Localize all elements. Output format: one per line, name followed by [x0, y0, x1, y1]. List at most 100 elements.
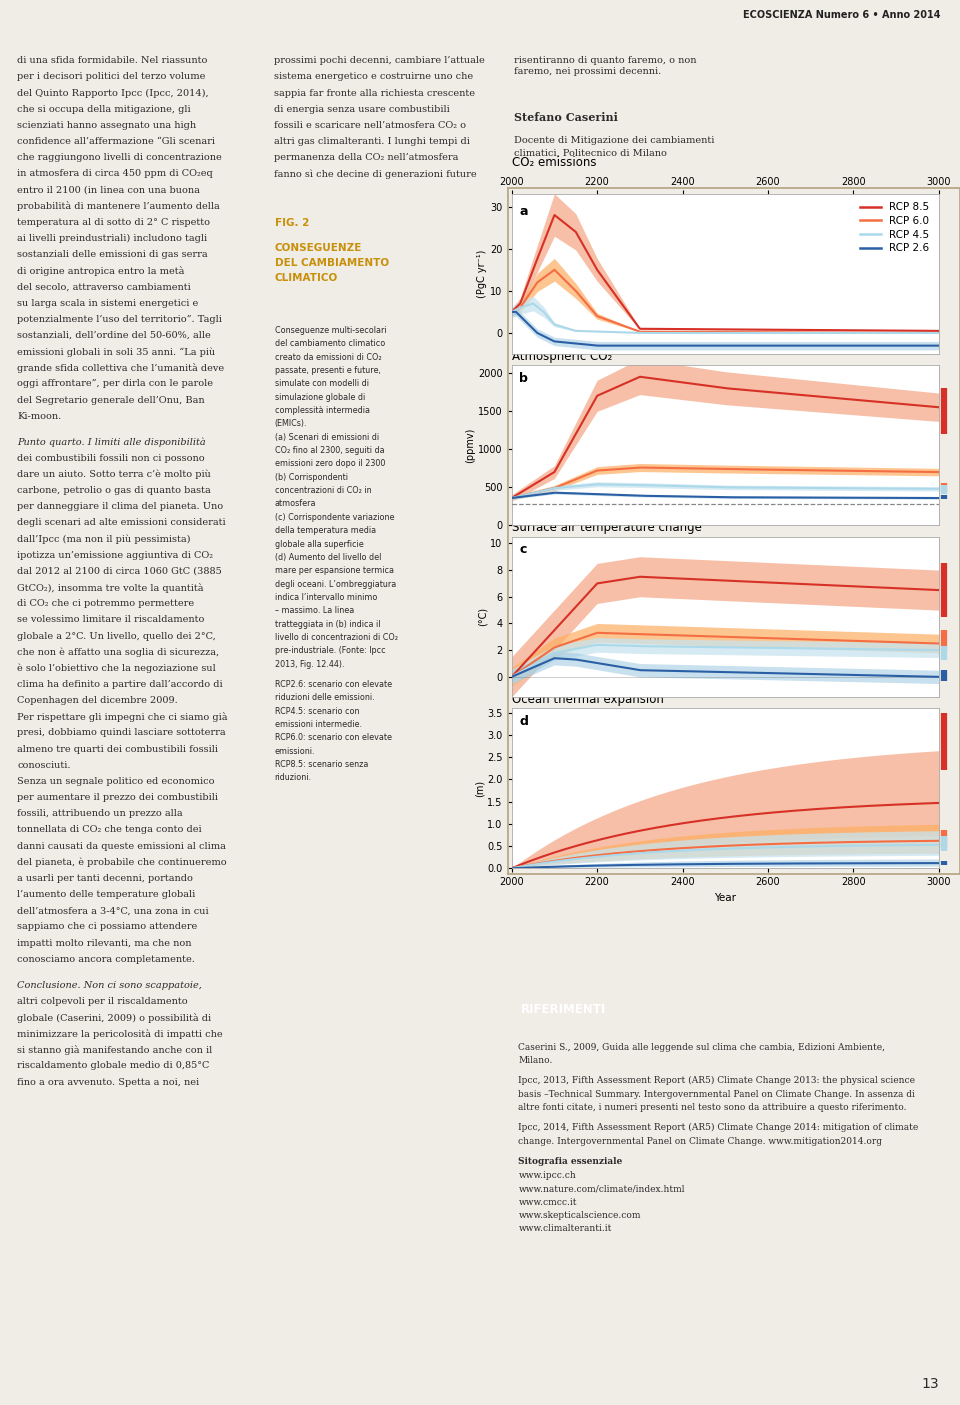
Text: RCP8.5: scenario senza: RCP8.5: scenario senza [275, 760, 368, 769]
Text: b: b [519, 372, 528, 385]
Text: di origine antropica entro la metà: di origine antropica entro la metà [17, 266, 184, 277]
Text: che non è affatto una soglia di sicurezza,: che non è affatto una soglia di sicurezz… [17, 648, 220, 658]
Text: probabilità di mantenere l’aumento della: probabilità di mantenere l’aumento della [17, 201, 220, 212]
Text: Ocean thermal expansion: Ocean thermal expansion [512, 693, 663, 705]
Text: per i decisori politici del terzo volume: per i decisori politici del terzo volume [17, 72, 205, 81]
Text: sistema energetico e costruirne uno che: sistema energetico e costruirne uno che [274, 72, 472, 81]
Text: riduzioni delle emissioni.: riduzioni delle emissioni. [275, 693, 374, 702]
Text: fossili e scaricare nell’atmosfera CO₂ o: fossili e scaricare nell’atmosfera CO₂ o [274, 121, 466, 129]
Text: scienziati hanno assegnato una high: scienziati hanno assegnato una high [17, 121, 197, 129]
Text: Copenhagen del dicembre 2009.: Copenhagen del dicembre 2009. [17, 695, 178, 705]
Text: www.ipcc.ch: www.ipcc.ch [518, 1172, 576, 1180]
Text: del Segretario generale dell’Onu, Ban: del Segretario generale dell’Onu, Ban [17, 395, 204, 405]
Text: simulate con modelli di: simulate con modelli di [275, 379, 369, 388]
Text: tonnellata di CO₂ che tenga conto dei: tonnellata di CO₂ che tenga conto dei [17, 825, 202, 835]
Text: dall’Ipcc (ma non il più pessimista): dall’Ipcc (ma non il più pessimista) [17, 534, 191, 544]
Text: prossimi pochi decenni, cambiare l’attuale: prossimi pochi decenni, cambiare l’attua… [274, 56, 485, 65]
Text: mare per espansione termica: mare per espansione termica [275, 566, 394, 575]
Y-axis label: (m): (m) [474, 780, 485, 797]
Text: 2013, Fig. 12.44).: 2013, Fig. 12.44). [275, 659, 344, 669]
Text: Ki-moon.: Ki-moon. [17, 412, 61, 420]
Text: permanenza della CO₂ nell’atmosfera: permanenza della CO₂ nell’atmosfera [274, 153, 458, 162]
Text: Milano.: Milano. [518, 1057, 553, 1065]
Text: si stanno già manifestando anche con il: si stanno già manifestando anche con il [17, 1045, 212, 1055]
Text: danni causati da queste emissioni al clima: danni causati da queste emissioni al cli… [17, 842, 227, 850]
Text: atmosfera: atmosfera [275, 499, 316, 509]
Text: su larga scala in sistemi energetici e: su larga scala in sistemi energetici e [17, 298, 199, 308]
Text: creato da emissioni di CO₂: creato da emissioni di CO₂ [275, 353, 381, 361]
Text: in atmosfera di circa 450 ppm di CO₂eq: in atmosfera di circa 450 ppm di CO₂eq [17, 169, 213, 178]
Text: www.nature.com/climate/index.html: www.nature.com/climate/index.html [518, 1184, 684, 1193]
Text: CO₂ fino al 2300, seguiti da: CO₂ fino al 2300, seguiti da [275, 445, 384, 455]
Text: passate, presenti e future,: passate, presenti e future, [275, 365, 380, 375]
Text: che raggiungono livelli di concentrazione: che raggiungono livelli di concentrazion… [17, 153, 222, 162]
Text: clima ha definito a partire dall’accordo di: clima ha definito a partire dall’accordo… [17, 680, 223, 688]
Text: Atmospheric CO₂: Atmospheric CO₂ [512, 350, 612, 362]
Text: complessità intermedia: complessità intermedia [275, 406, 370, 414]
Text: l’aumento delle temperature globali: l’aumento delle temperature globali [17, 889, 196, 899]
Text: fossili, attribuendo un prezzo alla: fossili, attribuendo un prezzo alla [17, 809, 183, 818]
Text: confidence all’affermazione “Gli scenari: confidence all’affermazione “Gli scenari [17, 136, 215, 146]
Text: sostanziali delle emissioni di gas serra: sostanziali delle emissioni di gas serra [17, 250, 208, 259]
Text: www.climalteranti.it: www.climalteranti.it [518, 1225, 612, 1234]
Text: conosciamo ancora completamente.: conosciamo ancora completamente. [17, 954, 195, 964]
Text: Punto quarto. I limiti alle disponibilità: Punto quarto. I limiti alle disponibilit… [17, 437, 206, 447]
Text: carbone, petrolio o gas di quanto basta: carbone, petrolio o gas di quanto basta [17, 486, 211, 495]
Text: almeno tre quarti dei combustibili fossili: almeno tre quarti dei combustibili fossi… [17, 745, 218, 753]
Text: è solo l’obiettivo che la negoziazione sul: è solo l’obiettivo che la negoziazione s… [17, 663, 216, 673]
Text: riduzioni.: riduzioni. [275, 773, 312, 783]
Text: del secolo, attraverso cambiamenti: del secolo, attraverso cambiamenti [17, 282, 191, 291]
Text: a: a [519, 205, 528, 218]
Text: grande sfida collettiva che l’umanità deve: grande sfida collettiva che l’umanità de… [17, 362, 225, 374]
Text: (c) Corrispondente variazione: (c) Corrispondente variazione [275, 513, 394, 521]
Text: sappiamo che ci possiamo attendere: sappiamo che ci possiamo attendere [17, 922, 198, 932]
Text: Ipcc, 2014, Fifth Assessment Report (AR5) Climate Change 2014: mitigation of cli: Ipcc, 2014, Fifth Assessment Report (AR5… [518, 1124, 919, 1132]
Text: globale (Caserini, 2009) o possibilità di: globale (Caserini, 2009) o possibilità d… [17, 1013, 211, 1023]
Text: globale alla superficie: globale alla superficie [275, 540, 363, 548]
Text: Conclusione. Non ci sono scappatoie,: Conclusione. Non ci sono scappatoie, [17, 981, 203, 989]
Text: ECOSCIENZA Numero 6 • Anno 2014: ECOSCIENZA Numero 6 • Anno 2014 [743, 10, 941, 20]
Text: riscaldamento globale medio di 0,85°C: riscaldamento globale medio di 0,85°C [17, 1061, 209, 1071]
Text: (EMICs).: (EMICs). [275, 419, 307, 429]
Text: per danneggiare il clima del pianeta. Uno: per danneggiare il clima del pianeta. Un… [17, 502, 224, 511]
Text: concentrazioni di CO₂ in: concentrazioni di CO₂ in [275, 486, 372, 495]
Text: (d) Aumento del livello del: (d) Aumento del livello del [275, 552, 381, 562]
Text: tratteggiata in (b) indica il: tratteggiata in (b) indica il [275, 620, 380, 628]
Text: change. Intergovernmental Panel on Climate Change. www.mitigation2014.org: change. Intergovernmental Panel on Clima… [518, 1137, 882, 1145]
Text: (b) Corrispondenti: (b) Corrispondenti [275, 472, 348, 482]
Text: di una sfida formidabile. Nel riassunto: di una sfida formidabile. Nel riassunto [17, 56, 207, 65]
Text: Ipcc, 2013, Fifth Assessment Report (AR5) Climate Change 2013: the physical scie: Ipcc, 2013, Fifth Assessment Report (AR5… [518, 1076, 916, 1085]
Text: emissioni intermedie.: emissioni intermedie. [275, 719, 362, 729]
Text: indica l’intervallo minimo: indica l’intervallo minimo [275, 593, 377, 601]
Text: FIG. 2: FIG. 2 [275, 218, 309, 228]
Text: d: d [519, 715, 528, 728]
Text: potenzialmente l’uso del territorio”. Tagli: potenzialmente l’uso del territorio”. Ta… [17, 315, 222, 323]
Text: Sitografia essenziale: Sitografia essenziale [518, 1158, 623, 1166]
Text: RCP2.6: scenario con elevate: RCP2.6: scenario con elevate [275, 680, 392, 688]
Text: ipotizza un’emissione aggiuntiva di CO₂: ipotizza un’emissione aggiuntiva di CO₂ [17, 551, 213, 559]
Text: fanno sì che decine di generazioni future: fanno sì che decine di generazioni futur… [274, 169, 476, 178]
Text: minimizzare la pericolosità di impatti che: minimizzare la pericolosità di impatti c… [17, 1028, 223, 1040]
Text: dare un aiuto. Sotto terra c’è molto più: dare un aiuto. Sotto terra c’è molto più [17, 469, 211, 479]
Text: www.skepticalscience.com: www.skepticalscience.com [518, 1211, 641, 1220]
Text: c: c [519, 544, 527, 556]
Text: di CO₂ che ci potremmo permettere: di CO₂ che ci potremmo permettere [17, 599, 195, 608]
Text: CONSEGUENZE
DEL CAMBIAMENTO
CLIMATICO: CONSEGUENZE DEL CAMBIAMENTO CLIMATICO [275, 243, 389, 282]
Text: altri colpevoli per il riscaldamento: altri colpevoli per il riscaldamento [17, 996, 188, 1006]
Text: che si occupa della mitigazione, gli: che si occupa della mitigazione, gli [17, 104, 191, 114]
Text: di energia senza usare combustibili: di energia senza usare combustibili [274, 104, 449, 114]
Text: sappia far fronte alla richiesta crescente: sappia far fronte alla richiesta crescen… [274, 89, 474, 97]
Text: dell’atmosfera a 3-4°C, una zona in cui: dell’atmosfera a 3-4°C, una zona in cui [17, 906, 209, 915]
Text: livello di concentrazioni di CO₂: livello di concentrazioni di CO₂ [275, 632, 397, 642]
Text: CO₂ emissions: CO₂ emissions [512, 156, 596, 169]
Text: a usarli per tanti decenni, portando: a usarli per tanti decenni, portando [17, 874, 193, 882]
Text: degli oceani. L’ombreggiatura: degli oceani. L’ombreggiatura [275, 579, 396, 589]
Y-axis label: (PgC yr⁻¹): (PgC yr⁻¹) [477, 250, 488, 298]
Text: per aumentare il prezzo dei combustibili: per aumentare il prezzo dei combustibili [17, 792, 218, 802]
Text: oggi affrontare”, per dirla con le parole: oggi affrontare”, per dirla con le parol… [17, 379, 213, 388]
Text: del Quinto Rapporto Ipcc (Ipcc, 2014),: del Quinto Rapporto Ipcc (Ipcc, 2014), [17, 89, 209, 97]
Y-axis label: (ppmv): (ppmv) [466, 427, 475, 464]
Text: sostanziali, dell’ordine del 50-60%, alle: sostanziali, dell’ordine del 50-60%, all… [17, 330, 211, 340]
Text: GtCO₂), insomma tre volte la quantità: GtCO₂), insomma tre volte la quantità [17, 583, 204, 593]
Text: entro il 2100 (in linea con una buona: entro il 2100 (in linea con una buona [17, 185, 200, 194]
